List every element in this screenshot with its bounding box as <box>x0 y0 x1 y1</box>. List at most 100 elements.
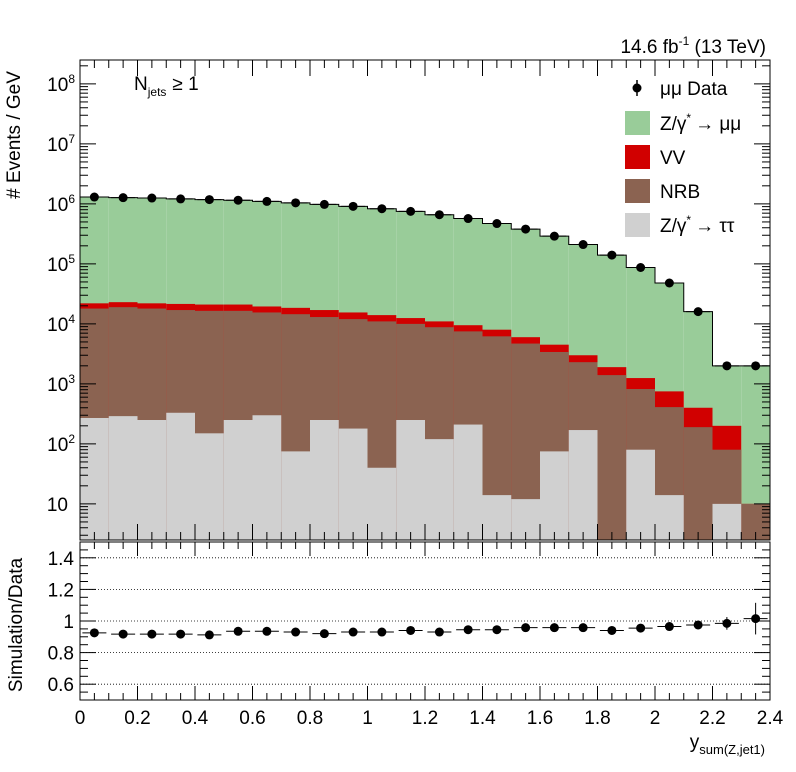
xtick-label-4: 0.8 <box>297 708 323 729</box>
xtick-label-12: 2.4 <box>757 708 784 729</box>
legend-entry-ztt: Z/γ* → ττ <box>625 213 735 237</box>
legend-zmm-label: Z/γ* → μμ <box>660 111 741 135</box>
xtick-label-7: 1.4 <box>469 708 496 729</box>
ratio-point-6 <box>262 626 272 636</box>
legend-nrb-swatch <box>625 179 650 203</box>
ratio-point-14 <box>492 625 502 635</box>
ytick-label-top-5: 106 <box>47 192 75 216</box>
bar-ztt-5 <box>223 420 253 540</box>
data-point-23 <box>751 361 761 371</box>
data-point-8 <box>319 199 329 209</box>
data-point-18 <box>607 250 617 260</box>
ratio-point-16 <box>549 623 559 633</box>
data-point-9 <box>348 201 358 211</box>
ratio-point-12 <box>434 627 444 637</box>
bar-nrb-18 <box>597 375 627 540</box>
data-point-20 <box>664 278 674 288</box>
bar-ztt-9 <box>338 428 368 540</box>
ytick-label-top-0: 10 <box>47 495 68 516</box>
data-point-3 <box>176 194 186 204</box>
ytick-label-top-7: 108 <box>47 72 75 96</box>
data-point-5 <box>233 195 243 205</box>
legend-vv-swatch <box>625 145 650 169</box>
ratio-point-19 <box>636 623 646 633</box>
bar-ztt-13 <box>453 424 483 540</box>
bar-ztt-19 <box>626 449 655 540</box>
xtick-label-0: 0 <box>75 708 86 729</box>
ytick-label-top-2: 103 <box>47 372 75 396</box>
legend-data-label: μμ Data <box>660 79 728 100</box>
bar-ztt-0 <box>80 417 109 540</box>
legend-entry-zmm: Z/γ* → μμ <box>625 111 741 135</box>
data-point-6 <box>262 196 272 206</box>
ytick-label-top-3: 104 <box>47 312 75 336</box>
main-histogram-plot: 10 102 103 104 105 106 107 108 <box>47 59 771 541</box>
xtick-label-5: 1 <box>362 708 373 729</box>
ratio-point-18 <box>607 625 617 635</box>
data-point-19 <box>636 263 646 273</box>
xtick-label-3: 0.6 <box>239 708 265 729</box>
xtick-label-9: 1.8 <box>584 708 610 729</box>
bar-ztt-2 <box>137 420 167 540</box>
xtick-label-1: 0.2 <box>124 708 150 729</box>
ratio-point-8 <box>319 629 329 639</box>
ratio-point-21 <box>693 620 703 630</box>
x-axis-title: ysum(Z,jet1) <box>690 732 765 757</box>
bar-ztt-10 <box>367 467 397 540</box>
legend-vv-label: VV <box>660 148 686 169</box>
ratio-point-0 <box>89 628 99 638</box>
bar-ztt-4 <box>195 433 224 540</box>
ratio-point-2 <box>147 629 157 639</box>
ratio-point-15 <box>521 623 531 633</box>
xtick-label-8: 1.6 <box>527 708 553 729</box>
ratio-ytick-label-1: 0.8 <box>48 644 74 665</box>
ratio-point-1 <box>118 629 128 639</box>
xtick-label-10: 2 <box>650 708 661 729</box>
ytick-label-top-1: 102 <box>47 432 75 456</box>
bar-ztt-1 <box>108 416 138 540</box>
data-point-22 <box>722 361 732 371</box>
bar-ztt-11 <box>396 420 425 540</box>
bar-ztt-16 <box>540 451 569 540</box>
ratio-ytick-label-0: 0.6 <box>48 675 74 696</box>
data-point-11 <box>406 206 416 216</box>
ytick-label-top-4: 105 <box>47 252 75 276</box>
ratio-ytick-label-3: 1.2 <box>48 580 74 601</box>
bar-ztt-12 <box>425 439 454 540</box>
legend-ztt-swatch <box>625 213 650 237</box>
ratio-point-3 <box>176 629 186 639</box>
bar-ztt-6 <box>252 415 282 540</box>
ratio-ytick-label-4: 1.4 <box>48 549 75 570</box>
bar-ztt-17 <box>568 430 598 540</box>
ratio-plot: 0.6 0.8 1 1.2 1.4 0 0.2 0.4 0.6 0.8 1 1.2 1.4 1.6 1.8 2… <box>48 541 784 729</box>
ratio-point-10 <box>377 627 387 637</box>
ratio-point-20 <box>664 622 674 632</box>
legend-entry-nrb: NRB <box>625 179 700 203</box>
ratio-point-9 <box>348 627 358 637</box>
legend-nrb-label: NRB <box>660 182 700 203</box>
data-point-13 <box>463 214 473 224</box>
legend-entry-vv: VV <box>625 145 686 169</box>
legend-data-marker <box>632 83 642 93</box>
data-point-7 <box>291 198 301 208</box>
bar-ztt-3 <box>166 412 195 540</box>
xtick-label-11: 2.2 <box>699 708 725 729</box>
bar-ztt-7 <box>281 451 310 540</box>
selection-label: Njets ≥ 1 <box>134 74 199 99</box>
ratio-point-22 <box>722 618 732 628</box>
data-point-16 <box>549 231 559 241</box>
legend: μμ Data Z/γ* → μμ VV NRB Z/γ* → ττ <box>625 79 741 237</box>
ratio-point-7 <box>291 627 301 637</box>
xtick-label-6: 1.2 <box>412 708 438 729</box>
data-point-1 <box>118 193 128 203</box>
ytick-label-top-6: 107 <box>47 132 75 156</box>
data-point-2 <box>147 193 157 203</box>
legend-entry-data: μμ Data <box>632 79 728 100</box>
ratio-point-17 <box>578 623 588 633</box>
bar-nrb-21 <box>683 427 713 540</box>
ratio-point-23 <box>751 614 761 624</box>
ratio-point-13 <box>463 625 473 635</box>
legend-ztt-label: Z/γ* → ττ <box>660 213 735 237</box>
ratio-point-5 <box>233 626 243 636</box>
